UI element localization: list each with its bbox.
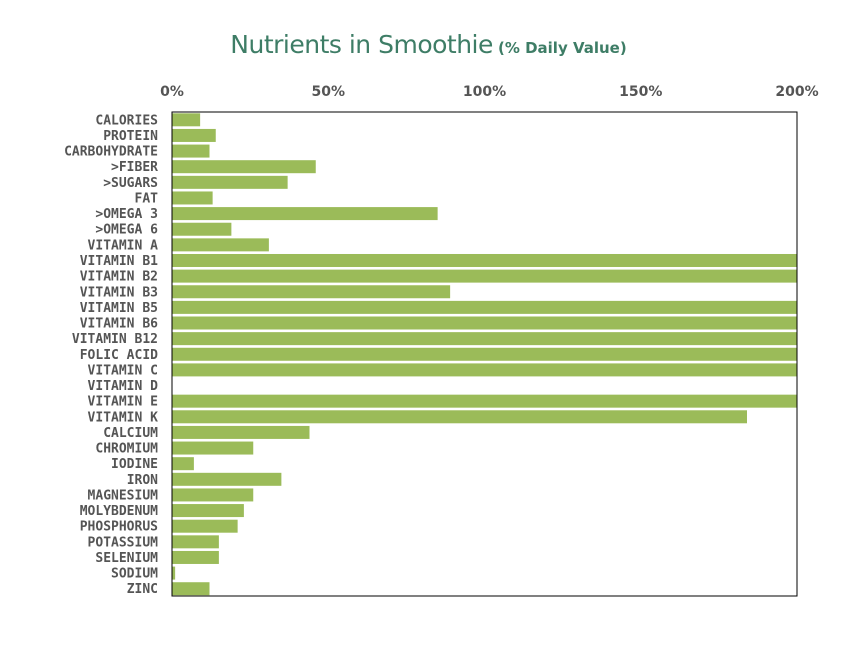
bar-14: [172, 332, 797, 346]
bar-0: [172, 113, 201, 127]
category-label-4: >SUGARS: [103, 176, 158, 191]
x-tick-label-3: 150%: [619, 84, 662, 100]
category-label-16: VITAMIN C: [88, 363, 158, 378]
category-label-30: ZINC: [127, 582, 158, 597]
category-label-2: CARBOHYDRATE: [64, 145, 158, 160]
bar-9: [172, 253, 797, 267]
category-label-5: FAT: [135, 191, 159, 206]
bar-21: [172, 441, 254, 455]
x-tick-label-4: 200%: [775, 84, 818, 100]
bar-1: [172, 128, 216, 142]
category-label-19: VITAMIN K: [88, 410, 159, 425]
bar-27: [172, 535, 219, 549]
category-label-28: SELENIUM: [95, 551, 158, 566]
bar-2: [172, 144, 210, 158]
category-label-3: >FIBER: [111, 160, 158, 175]
category-label-29: SODIUM: [111, 567, 158, 582]
category-label-20: CALCIUM: [103, 426, 158, 441]
chart-subtitle: (% Daily Value): [497, 39, 627, 57]
bar-5: [172, 191, 213, 205]
chart-title: Nutrients in Smoothie (% Daily Value): [0, 30, 857, 59]
category-label-22: IODINE: [111, 457, 158, 472]
category-label-1: PROTEIN: [103, 129, 158, 144]
bar-22: [172, 457, 194, 471]
category-label-23: IRON: [127, 473, 158, 488]
bar-26: [172, 519, 238, 533]
category-label-9: VITAMIN B1: [80, 254, 158, 269]
category-label-7: >OMEGA 6: [95, 223, 158, 238]
category-label-26: PHOSPHORUS: [80, 520, 158, 535]
category-label-6: >OMEGA 3: [95, 207, 158, 222]
bar-13: [172, 316, 797, 330]
category-label-13: VITAMIN B6: [80, 317, 158, 332]
category-label-15: FOLIC ACID: [80, 348, 158, 363]
chart-title-main: Nutrients in Smoothie: [230, 30, 493, 59]
category-label-24: MAGNESIUM: [88, 488, 159, 503]
category-label-11: VITAMIN B3: [80, 285, 158, 300]
category-label-25: MOLYBDENUM: [80, 504, 158, 519]
bar-19: [172, 410, 747, 424]
category-label-8: VITAMIN A: [88, 238, 159, 253]
x-tick-label-0: 0%: [160, 84, 184, 100]
category-label-12: VITAMIN B5: [80, 301, 158, 316]
bar-23: [172, 472, 282, 486]
category-label-17: VITAMIN D: [88, 379, 159, 394]
plot-frame: [171, 111, 798, 597]
bar-18: [172, 394, 797, 408]
x-tick-label-1: 50%: [311, 84, 345, 100]
category-label-21: CHROMIUM: [95, 442, 158, 457]
bar-28: [172, 550, 219, 564]
bar-29: [172, 566, 176, 580]
bar-20: [172, 425, 310, 439]
bar-15: [172, 347, 797, 361]
bar-24: [172, 488, 254, 502]
bar-10: [172, 269, 797, 283]
category-label-14: VITAMIN B12: [72, 332, 158, 347]
x-tick-label-2: 100%: [463, 84, 506, 100]
category-label-18: VITAMIN E: [88, 395, 158, 410]
bar-7: [172, 222, 232, 236]
category-label-0: CALORIES: [95, 113, 158, 128]
category-label-27: POTASSIUM: [88, 535, 159, 550]
bar-25: [172, 504, 244, 518]
bar-11: [172, 285, 451, 299]
bar-16: [172, 363, 797, 377]
bar-12: [172, 300, 797, 314]
bar-3: [172, 160, 316, 174]
bar-6: [172, 207, 438, 221]
category-label-10: VITAMIN B2: [80, 270, 158, 285]
bar-30: [172, 582, 210, 596]
bar-8: [172, 238, 269, 252]
bar-4: [172, 175, 288, 189]
